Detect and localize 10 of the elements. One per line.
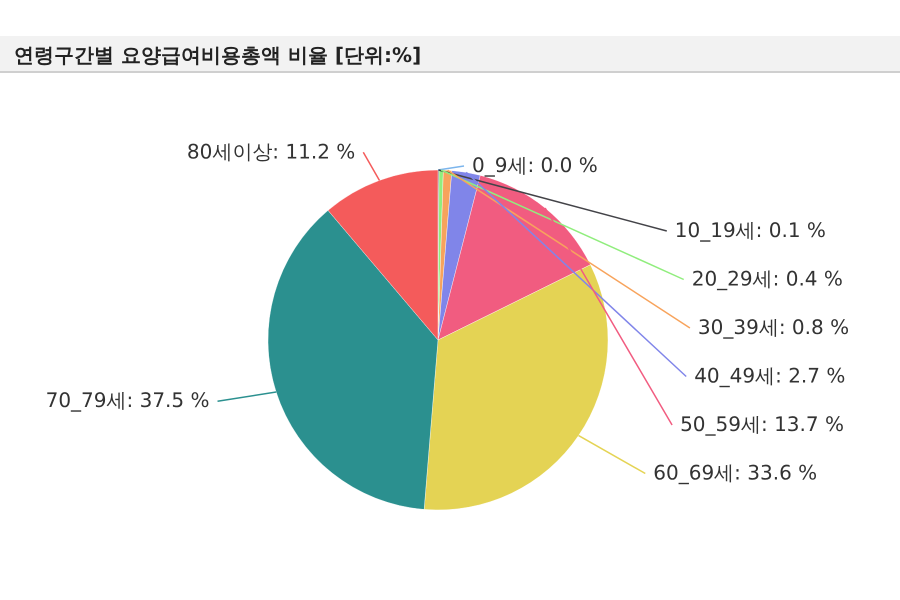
slice-label: 70_79세: 37.5 % [46,388,210,412]
legend-label: 0_9세: 0.0 % [472,153,598,177]
slice-label: 40_49세: 2.7 % [694,364,846,388]
slice-label: 30_39세: 0.8 % [698,315,850,339]
slice-label: 60_69세: 33.6 % [653,460,818,484]
chart-title: 연령구간별 요양급여비용총액 비율 [단위:%] [14,43,422,67]
slice-label: 10_19세: 0.1 % [674,218,826,242]
slice-label: 50_59세: 13.7 % [680,412,844,436]
slice-label: 20_29세: 0.4 % [692,266,843,290]
slice-label: 80세이상: 11.2 % [186,139,356,164]
